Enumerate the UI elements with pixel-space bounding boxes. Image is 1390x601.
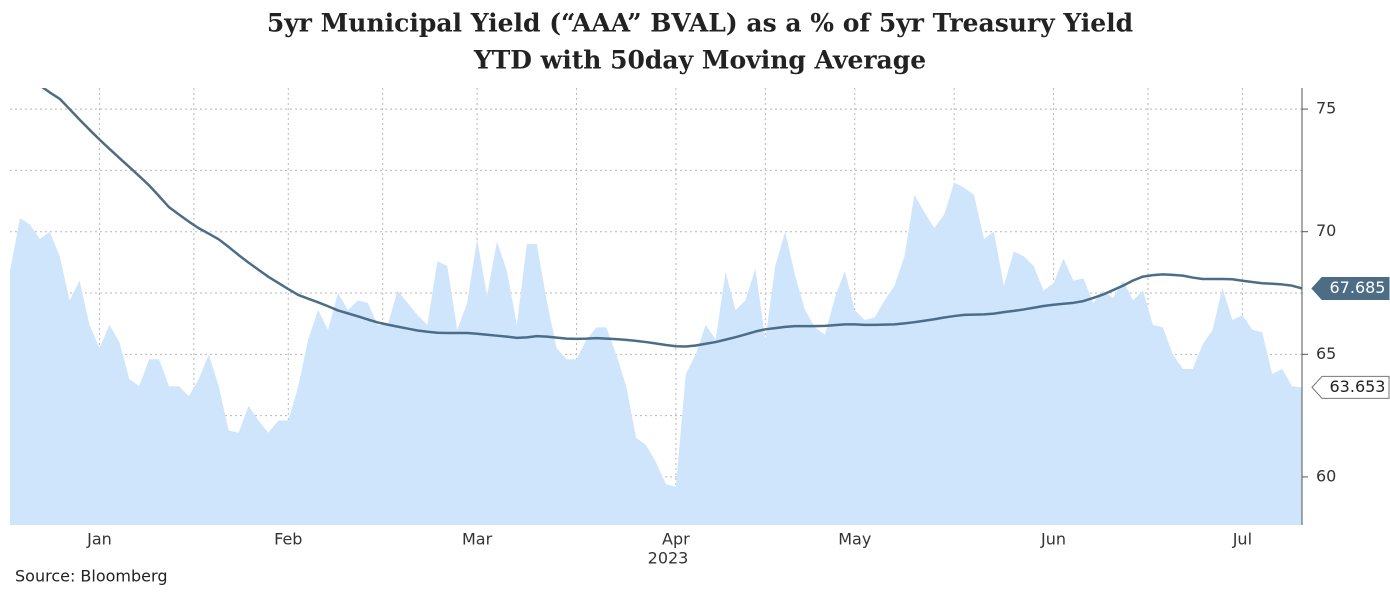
area: [10, 182, 1302, 525]
y-tick-label: 60: [1316, 466, 1336, 485]
value-label-box: [1311, 276, 1390, 300]
x-axis-label: 2023: [648, 549, 689, 568]
value-label: 63.653: [1330, 377, 1386, 396]
y-tick-label: 75: [1316, 99, 1336, 118]
x-tick-label: Jul: [1232, 530, 1252, 549]
x-tick-label: Jun: [1040, 530, 1066, 549]
x-tick-label: Mar: [462, 530, 493, 549]
x-tick-label: Apr: [662, 530, 690, 549]
y-tick-label: 65: [1316, 344, 1336, 363]
y-tick-label: 70: [1316, 221, 1336, 240]
line: [41, 88, 1302, 348]
chart-subtitle: YTD with 50day Moving Average: [473, 46, 926, 75]
x-tick-label: May: [838, 530, 871, 549]
value-label-box: [1311, 375, 1390, 399]
value-label: 67.685: [1330, 278, 1386, 297]
chart-title: 5yr Municipal Yield (“AAA” BVAL) as a % …: [267, 9, 1133, 38]
x-tick-label: Feb: [274, 530, 302, 549]
plot-layer: [10, 88, 1302, 525]
overlay-layer: 60 65 70 75 Jan Feb Mar Apr May Jun Jul 63.653 67.68…: [86, 88, 1390, 549]
source-note: Source: Bloomberg: [15, 567, 167, 586]
x-tick-label: Jan: [86, 530, 112, 549]
